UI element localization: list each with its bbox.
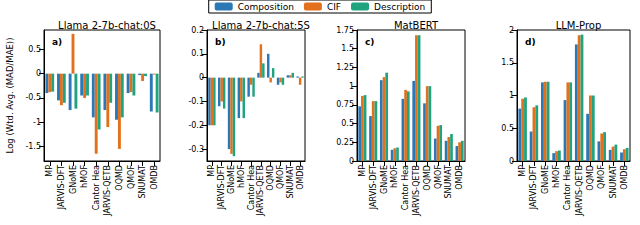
svg-text:JARVIS-DFT: JARVIS-DFT — [529, 165, 538, 210]
svg-text:1.5: 1.5 — [501, 58, 514, 67]
svg-text:hMOF: hMOF — [80, 165, 89, 188]
svg-text:MatBERT: MatBERT — [394, 20, 439, 31]
svg-text:MP: MP — [358, 165, 367, 177]
svg-text:GNoME: GNoME — [380, 165, 389, 194]
svg-text:1: 1 — [349, 82, 354, 91]
svg-text:0: 0 — [199, 73, 204, 82]
svg-text:CIF: CIF — [327, 2, 341, 12]
svg-text:hMOF: hMOF — [390, 165, 399, 188]
svg-text:SNUMAT: SNUMAT — [286, 165, 295, 199]
svg-text:OMDB: OMDB — [150, 165, 159, 190]
svg-text:0.5: 0.5 — [501, 124, 514, 133]
svg-text:b): b) — [215, 37, 226, 47]
svg-text:-1: -1 — [33, 118, 41, 127]
svg-text:hMOF: hMOF — [237, 165, 246, 188]
svg-text:SNUMAT: SNUMAT — [444, 165, 453, 199]
svg-text:MP: MP — [207, 165, 216, 177]
svg-text:MP: MP — [45, 165, 54, 177]
svg-text:OQMD: OQMD — [586, 165, 595, 191]
svg-text:GNoME: GNoME — [69, 165, 78, 194]
svg-text:Cantor Hea: Cantor Hea — [401, 165, 410, 210]
svg-text:-0.3: -0.3 — [188, 145, 204, 154]
svg-text:1.5: 1.5 — [341, 44, 354, 53]
svg-text:GNoME: GNoME — [541, 165, 550, 194]
svg-text:JARVIS-QETB: JARVIS-QETB — [412, 165, 421, 217]
svg-text:OMDB: OMDB — [620, 165, 629, 190]
svg-text:0: 0 — [349, 157, 354, 166]
svg-text:-0.5: -0.5 — [25, 93, 41, 102]
svg-text:a): a) — [52, 37, 62, 47]
svg-text:0.2: 0.2 — [191, 26, 204, 35]
svg-text:0: 0 — [509, 157, 514, 166]
svg-text:1: 1 — [509, 91, 514, 100]
svg-text:SNUMAT: SNUMAT — [138, 165, 147, 199]
svg-text:SNUMAT: SNUMAT — [609, 165, 618, 199]
svg-text:hMOF: hMOF — [552, 165, 561, 188]
svg-text:Description: Description — [374, 2, 425, 12]
svg-text:OMDB: OMDB — [296, 165, 305, 190]
svg-text:Cantor Hea: Cantor Hea — [92, 165, 101, 210]
svg-text:0.5: 0.5 — [341, 119, 354, 128]
svg-text:OQMD: OQMD — [115, 165, 124, 191]
svg-text:0.75: 0.75 — [336, 100, 354, 109]
svg-text:0.25: 0.25 — [336, 138, 354, 147]
svg-text:Llama 2-7b-chat:5S: Llama 2-7b-chat:5S — [212, 20, 310, 31]
svg-text:2: 2 — [509, 26, 514, 35]
svg-text:QMOF: QMOF — [434, 165, 443, 189]
svg-text:QMOF: QMOF — [127, 165, 136, 189]
svg-text:JARVIS-QETB: JARVIS-QETB — [103, 165, 112, 217]
svg-text:Log (Wtd. Avg. (MAD/MAE)): Log (Wtd. Avg. (MAD/MAE)) — [5, 38, 15, 154]
svg-text:Cantor Hea: Cantor Hea — [563, 165, 572, 210]
svg-text:LLM-Prop: LLM-Prop — [556, 20, 602, 31]
svg-text:OMDB: OMDB — [455, 165, 464, 190]
svg-text:-0.1: -0.1 — [188, 97, 204, 106]
svg-text:QMOF: QMOF — [276, 165, 285, 189]
svg-text:-0.2: -0.2 — [188, 121, 204, 130]
svg-text:0.1: 0.1 — [191, 49, 204, 58]
svg-text:GNoME: GNoME — [227, 165, 236, 194]
svg-text:Cantor Hea: Cantor Hea — [247, 165, 256, 210]
svg-text:d): d) — [525, 37, 536, 47]
svg-text:JARVIS-QETB: JARVIS-QETB — [256, 165, 265, 217]
svg-text:1.25: 1.25 — [336, 63, 354, 72]
svg-text:Llama 2-7b-chat:0S: Llama 2-7b-chat:0S — [58, 20, 156, 31]
svg-text:JARVIS-QETB: JARVIS-QETB — [575, 165, 584, 217]
svg-text:JARVIS-DFT: JARVIS-DFT — [369, 165, 378, 210]
svg-text:1.75: 1.75 — [336, 26, 354, 35]
svg-text:OQMD: OQMD — [266, 165, 275, 191]
svg-text:OQMD: OQMD — [423, 165, 432, 191]
svg-text:QMOF: QMOF — [597, 165, 606, 189]
svg-text:Composition: Composition — [238, 2, 294, 12]
svg-text:0: 0 — [36, 69, 41, 78]
svg-text:JARVIS-DFT: JARVIS-DFT — [217, 165, 226, 210]
svg-text:c): c) — [365, 37, 374, 47]
svg-text:0.5: 0.5 — [28, 45, 41, 54]
svg-text:MP: MP — [518, 165, 527, 177]
svg-text:JARVIS-DFT: JARVIS-DFT — [57, 165, 66, 210]
svg-text:-1.5: -1.5 — [25, 142, 41, 151]
